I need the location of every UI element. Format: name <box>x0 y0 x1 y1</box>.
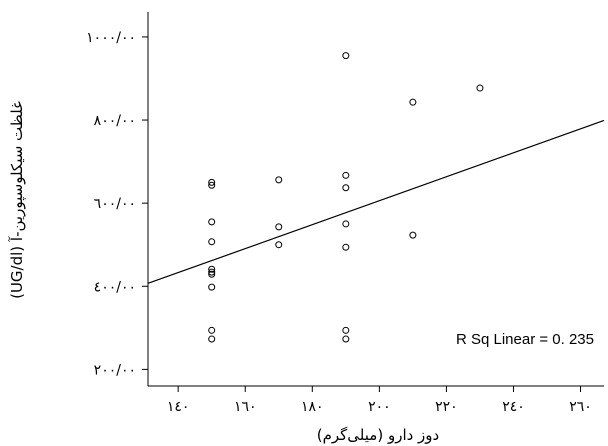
y-tick-label: ٨٠٠/٠٠ <box>94 113 136 129</box>
data-point <box>477 85 483 91</box>
y-tick-label: ٢٠٠/٠٠ <box>94 362 136 378</box>
y-tick-label: ١٠٠٠/٠٠ <box>86 30 136 46</box>
x-tick-label: ٢٦٠ <box>569 399 592 415</box>
x-tick-label: ١٦٠ <box>234 399 257 415</box>
data-point <box>209 284 215 290</box>
data-point <box>343 221 349 227</box>
data-point <box>276 177 282 183</box>
data-point <box>343 185 349 191</box>
data-point <box>209 239 215 245</box>
y-tick-label: ٤٠٠/٠٠ <box>94 279 136 295</box>
data-point <box>343 172 349 178</box>
x-tick-label: ٢٤٠ <box>502 399 525 415</box>
fit-line <box>148 120 604 283</box>
y-ticks: ٢٠٠/٠٠ ٤٠٠/٠٠ ٦٠٠/٠٠ ٨٠٠/٠٠ ١٠٠٠/٠٠ <box>86 30 148 378</box>
data-point <box>410 232 416 238</box>
data-point <box>276 242 282 248</box>
data-point <box>410 99 416 105</box>
x-ticks: ١٤٠ ١٦٠ ١٨٠ ٢٠٠ ٢٢٠ ٢٤٠ ٢٦٠ <box>167 386 592 415</box>
r-squared-annotation: R Sq Linear = 0. 235 <box>456 331 594 348</box>
data-point <box>276 224 282 230</box>
x-tick-label: ٢٠٠ <box>368 399 391 415</box>
data-point <box>209 219 215 225</box>
y-axis-title: غلظت سیکلوسپورین-آ (UG/dl) <box>8 101 27 299</box>
data-point <box>343 336 349 342</box>
x-tick-label: ٢٢٠ <box>435 399 458 415</box>
data-point <box>209 336 215 342</box>
data-point <box>343 327 349 333</box>
data-point <box>343 244 349 250</box>
x-axis-title: دوز دارو (میلی‌گرم) <box>317 426 439 444</box>
data-points <box>209 53 483 342</box>
data-point <box>209 327 215 333</box>
x-tick-label: ١٨٠ <box>301 399 324 415</box>
data-point <box>343 53 349 59</box>
x-tick-label: ١٤٠ <box>167 399 190 415</box>
y-tick-label: ٦٠٠/٠٠ <box>94 196 136 212</box>
